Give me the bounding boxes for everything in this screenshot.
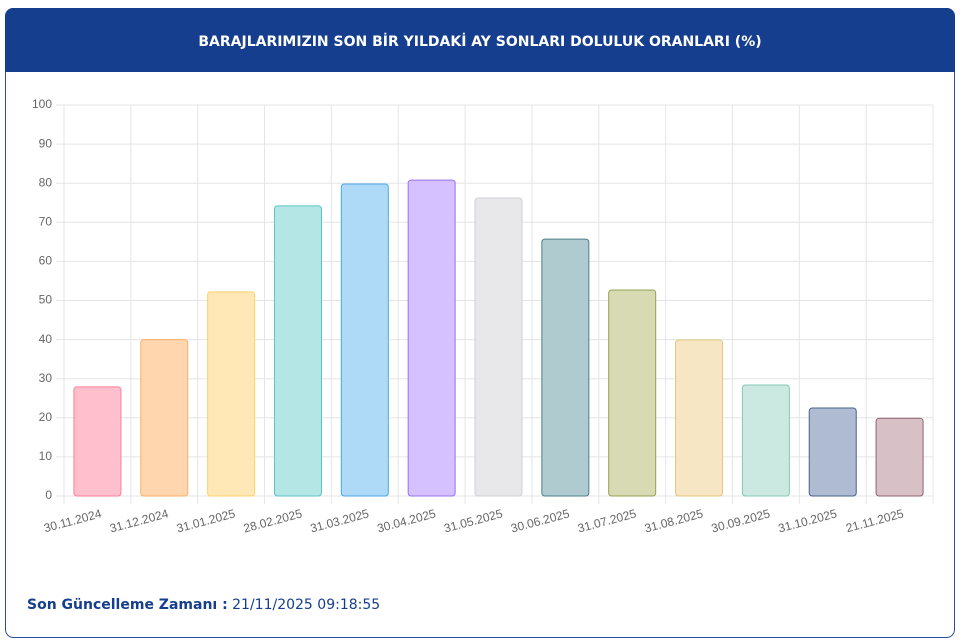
footer-value: 21/11/2025 09:18:55 [232, 597, 380, 613]
bar [407, 179, 456, 497]
y-tick-label: 90 [39, 136, 53, 150]
bar [741, 384, 790, 497]
y-tick-label: 10 [39, 449, 53, 463]
y-tick-label: 60 [39, 254, 53, 268]
chart-title: BARAJLARIMIZIN SON BİR YILDAKİ AY SONLAR… [198, 33, 761, 50]
bar [73, 386, 122, 497]
bar [608, 289, 657, 497]
y-tick-label: 0 [45, 488, 52, 502]
bar [875, 417, 924, 497]
y-tick-label: 100 [32, 97, 52, 111]
y-tick-label: 70 [39, 214, 53, 228]
y-tick-label: 30 [39, 371, 53, 385]
y-tick-label: 50 [39, 293, 53, 307]
bar [340, 183, 389, 497]
bar [273, 205, 322, 497]
y-tick-label: 80 [39, 175, 53, 189]
bar [140, 339, 189, 497]
bar [474, 197, 523, 497]
bar [675, 339, 724, 497]
footer: Son Güncelleme Zamanı : 21/11/2025 09:18… [27, 597, 380, 613]
y-tick-label: 20 [39, 410, 53, 424]
bar [808, 407, 857, 497]
header [5, 8, 955, 72]
footer-label: Son Güncelleme Zamanı : [27, 597, 228, 613]
y-tick-label: 40 [39, 332, 53, 346]
bar [541, 238, 590, 497]
bar [207, 291, 256, 497]
